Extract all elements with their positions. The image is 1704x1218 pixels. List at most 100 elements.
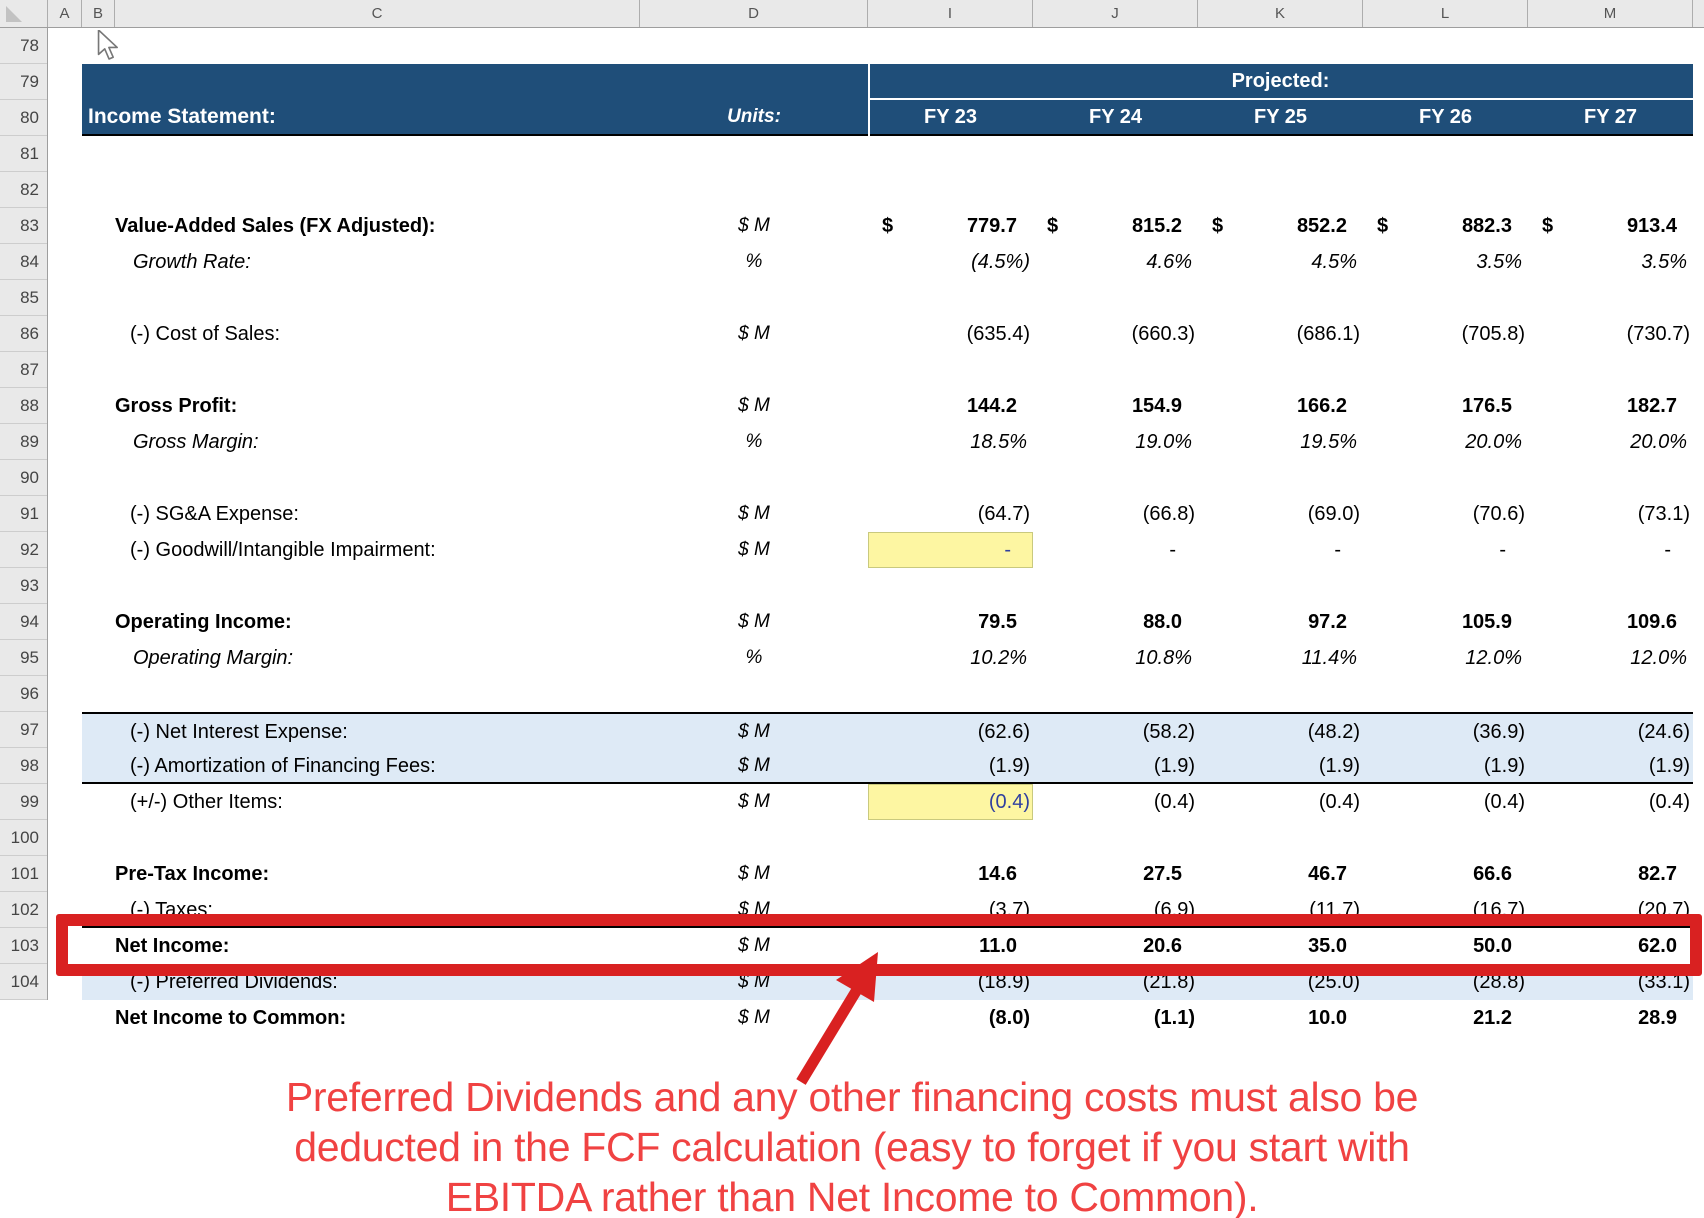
row-header-92[interactable]: 92 — [0, 532, 47, 568]
value-cell-104-3[interactable]: 21.2 — [1473, 1007, 1512, 1029]
row-header-96[interactable]: 96 — [0, 676, 47, 712]
row-header-88[interactable]: 88 — [0, 388, 47, 424]
value-cell-82-3[interactable]: $882.3 — [1363, 208, 1528, 244]
units-cell-83[interactable]: % — [745, 251, 763, 272]
value-cell-82-1[interactable]: $815.2 — [1033, 208, 1198, 244]
value-cell-103-4[interactable]: (33.1) — [1637, 971, 1690, 993]
value-cell-90-4[interactable]: (73.1) — [1637, 503, 1690, 525]
value-cell-87-4[interactable]: 182.7 — [1626, 395, 1677, 417]
value-cell-104-2[interactable]: 10.0 — [1308, 1007, 1347, 1029]
row-label-98[interactable]: (+/-) Other Items: — [130, 791, 283, 813]
value-cell-87-1[interactable]: 154.9 — [1131, 395, 1182, 417]
value-cell-90-2[interactable]: (69.0) — [1307, 503, 1360, 525]
units-cell-102[interactable]: $ M — [738, 935, 770, 956]
units-cell-91[interactable]: $ M — [738, 539, 770, 560]
year-header-fy-25[interactable]: FY 25 — [1254, 106, 1307, 128]
value-cell-83-4[interactable]: 3.5% — [1641, 251, 1687, 273]
value-cell-85-1[interactable]: (660.3) — [1131, 323, 1195, 345]
value-cell-97-2[interactable]: (1.9) — [1318, 755, 1360, 777]
value-cell-102-4[interactable]: 62.0 — [1638, 935, 1677, 957]
value-cell-102-3[interactable]: 50.0 — [1473, 935, 1512, 957]
row-header-84[interactable]: 84 — [0, 244, 47, 280]
income-statement-title[interactable]: Income Statement: — [88, 105, 276, 128]
value-cell-93-1[interactable]: 88.0 — [1143, 611, 1182, 633]
value-cell-83-0[interactable]: (4.5%) — [971, 251, 1030, 273]
value-cell-96-3[interactable]: (36.9) — [1472, 721, 1525, 743]
value-cell-94-4[interactable]: 12.0% — [1630, 647, 1687, 669]
column-header-A[interactable]: A — [48, 0, 82, 27]
row-label-87[interactable]: Gross Profit: — [115, 395, 238, 417]
value-cell-100-2[interactable]: 46.7 — [1308, 863, 1347, 885]
row-label-85[interactable]: (-) Cost of Sales: — [130, 323, 281, 345]
value-cell-88-3[interactable]: 20.0% — [1465, 431, 1522, 453]
row-header-94[interactable]: 94 — [0, 604, 47, 640]
value-cell-88-1[interactable]: 19.0% — [1135, 431, 1192, 453]
row-header-95[interactable]: 95 — [0, 640, 47, 676]
row-label-93[interactable]: Operating Income: — [115, 611, 292, 633]
row-header-87[interactable]: 87 — [0, 352, 47, 388]
value-cell-94-0[interactable]: 10.2% — [970, 647, 1027, 669]
input-cell-91-0[interactable]: - — [868, 532, 1033, 568]
year-header-fy-26[interactable]: FY 26 — [1419, 106, 1472, 128]
value-cell-87-2[interactable]: 166.2 — [1296, 395, 1347, 417]
value-cell-96-4[interactable]: (24.6) — [1637, 721, 1690, 743]
value-cell-85-0[interactable]: (635.4) — [966, 323, 1030, 345]
year-header-fy-23[interactable]: FY 23 — [924, 106, 977, 128]
row-header-78[interactable]: 78 — [0, 28, 47, 64]
year-header-fy-24[interactable]: FY 24 — [1089, 106, 1142, 128]
value-cell-97-4[interactable]: (1.9) — [1648, 755, 1690, 777]
value-cell-100-1[interactable]: 27.5 — [1143, 863, 1182, 885]
row-label-100[interactable]: Pre-Tax Income: — [115, 863, 270, 885]
value-cell-98-4[interactable]: (0.4) — [1648, 791, 1690, 813]
value-cell-87-3[interactable]: 176.5 — [1461, 395, 1512, 417]
row-header-79[interactable]: 79 — [0, 64, 47, 100]
column-header-K[interactable]: K — [1198, 0, 1363, 27]
row-header-86[interactable]: 86 — [0, 316, 47, 352]
value-cell-88-0[interactable]: 18.5% — [970, 431, 1027, 453]
row-header-102[interactable]: 102 — [0, 892, 47, 928]
value-cell-85-3[interactable]: (705.8) — [1461, 323, 1525, 345]
input-cell-98-0[interactable]: (0.4) — [868, 784, 1033, 820]
row-label-82[interactable]: Value-Added Sales (FX Adjusted): — [115, 215, 436, 237]
row-header-81[interactable]: 81 — [0, 136, 47, 172]
row-label-104[interactable]: Net Income to Common: — [115, 1007, 347, 1029]
value-cell-94-3[interactable]: 12.0% — [1465, 647, 1522, 669]
value-cell-83-3[interactable]: 3.5% — [1476, 251, 1522, 273]
row-header-83[interactable]: 83 — [0, 208, 47, 244]
value-cell-102-0[interactable]: 11.0 — [979, 935, 1017, 957]
row-header-93[interactable]: 93 — [0, 568, 47, 604]
value-cell-100-4[interactable]: 82.7 — [1638, 863, 1677, 885]
row-label-91[interactable]: (-) Goodwill/Intangible Impairment: — [130, 539, 436, 561]
value-cell-97-0[interactable]: (1.9) — [988, 755, 1030, 777]
row-header-100[interactable]: 100 — [0, 820, 47, 856]
value-cell-83-2[interactable]: 4.5% — [1311, 251, 1357, 273]
row-header-103[interactable]: 103 — [0, 928, 47, 964]
column-header-M[interactable]: M — [1528, 0, 1693, 27]
row-header-85[interactable]: 85 — [0, 280, 47, 316]
value-cell-91-3[interactable]: - — [1499, 539, 1506, 561]
value-cell-85-4[interactable]: (730.7) — [1626, 323, 1690, 345]
row-header-82[interactable]: 82 — [0, 172, 47, 208]
value-cell-93-3[interactable]: 105.9 — [1461, 611, 1512, 633]
value-cell-98-3[interactable]: (0.4) — [1483, 791, 1525, 813]
column-header-J[interactable]: J — [1033, 0, 1198, 27]
value-cell-88-2[interactable]: 19.5% — [1300, 431, 1357, 453]
value-cell-94-1[interactable]: 10.8% — [1135, 647, 1192, 669]
value-cell-82-2[interactable]: $852.2 — [1198, 208, 1363, 244]
value-cell-93-4[interactable]: 109.6 — [1626, 611, 1677, 633]
row-header-97[interactable]: 97 — [0, 712, 47, 748]
units-cell-97[interactable]: $ M — [738, 755, 770, 776]
units-cell-96[interactable]: $ M — [738, 721, 770, 742]
row-label-83[interactable]: Growth Rate: — [133, 251, 251, 273]
column-header-B[interactable]: B — [82, 0, 115, 27]
value-cell-93-2[interactable]: 97.2 — [1308, 611, 1347, 633]
row-label-90[interactable]: (-) SG&A Expense: — [130, 503, 299, 525]
row-header-101[interactable]: 101 — [0, 856, 47, 892]
value-cell-90-1[interactable]: (66.8) — [1142, 503, 1195, 525]
units-cell-85[interactable]: $ M — [738, 323, 770, 344]
value-cell-104-0[interactable]: (8.0) — [988, 1007, 1030, 1029]
column-header-D[interactable]: D — [640, 0, 868, 27]
value-cell-102-2[interactable]: 35.0 — [1308, 935, 1347, 957]
units-column-header[interactable]: Units: — [727, 106, 781, 127]
column-header-C[interactable]: C — [115, 0, 640, 27]
